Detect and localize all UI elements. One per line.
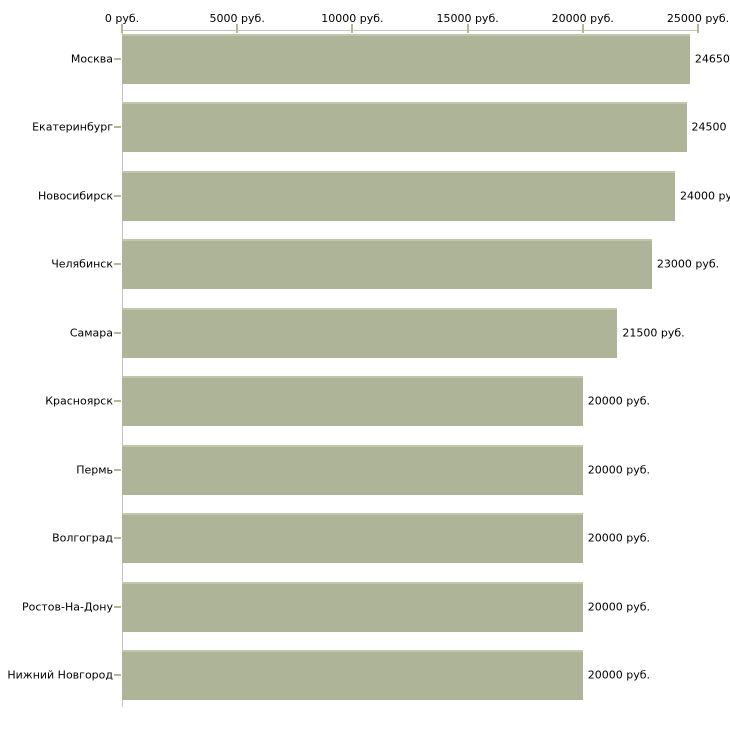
bar-value-label: 24000 руб.: [680, 189, 730, 202]
y-axis-tick: [114, 468, 121, 471]
x-axis-tick-label: 25000 руб.: [666, 12, 730, 25]
y-axis-tick: [114, 537, 121, 539]
x-axis-tick-label: 0 руб.: [104, 12, 140, 25]
y-axis-line: [122, 30, 123, 707]
bar-value-label: 20000 руб.: [587, 668, 651, 682]
x-axis-tick-label: 20000 руб.: [551, 12, 614, 25]
bar: [122, 650, 583, 700]
bar: [122, 444, 583, 495]
x-axis-tick-label: 10000 руб.: [321, 12, 384, 25]
bar: [122, 33, 690, 84]
y-axis-category-label: Нижний Новгород: [7, 668, 113, 682]
y-axis-category-label: Ростов-На-Дону: [21, 600, 113, 613]
x-axis-line: [122, 30, 699, 31]
y-axis-category-label: Волгоград: [52, 531, 113, 545]
y-axis-category-label: Москва: [70, 52, 113, 65]
bar-value-label: 20000 руб.: [587, 531, 651, 545]
x-axis-tick-label: 15000 руб.: [436, 12, 499, 25]
y-axis-tick: [114, 605, 121, 608]
y-axis-category-label: Самара: [69, 326, 113, 339]
bar-value-label: 24650 руб.: [694, 52, 730, 65]
y-axis-tick: [114, 263, 121, 265]
x-axis-tick: [351, 24, 354, 33]
bar: [122, 376, 583, 426]
bar-value-label: 20000 руб.: [587, 600, 651, 613]
bar: [122, 102, 687, 152]
y-axis-tick: [114, 126, 121, 128]
bar: [122, 581, 583, 632]
bar-value-label: 20000 руб.: [587, 394, 651, 408]
y-axis-category-label: Челябинск: [51, 257, 113, 271]
x-axis-tick: [236, 24, 239, 33]
x-axis-tick: [581, 24, 584, 33]
y-axis-tick: [114, 674, 121, 676]
y-axis-tick: [114, 400, 121, 402]
x-axis-tick-label: 5000 руб.: [209, 12, 265, 25]
x-axis-tick: [697, 24, 699, 33]
y-axis-tick: [114, 194, 121, 197]
y-axis-tick: [114, 57, 121, 60]
y-axis-category-label: Новосибирск: [37, 189, 113, 202]
bar: [122, 239, 652, 289]
x-axis-tick: [121, 24, 123, 33]
bar: [122, 170, 675, 221]
y-axis-category-label: Красноярск: [45, 394, 113, 408]
bar: [122, 513, 583, 563]
x-axis-tick: [466, 24, 469, 33]
bar-value-label: 21500 руб.: [622, 326, 685, 339]
bar-value-label: 23000 руб.: [656, 257, 720, 271]
y-axis-tick: [114, 331, 121, 334]
bar: [122, 307, 618, 358]
y-axis-category-label: Екатеринбург: [32, 120, 113, 134]
bar-value-label: 20000 руб.: [587, 463, 651, 476]
y-axis-category-label: Пермь: [76, 463, 113, 476]
bar-value-label: 24500 руб.: [691, 120, 730, 134]
